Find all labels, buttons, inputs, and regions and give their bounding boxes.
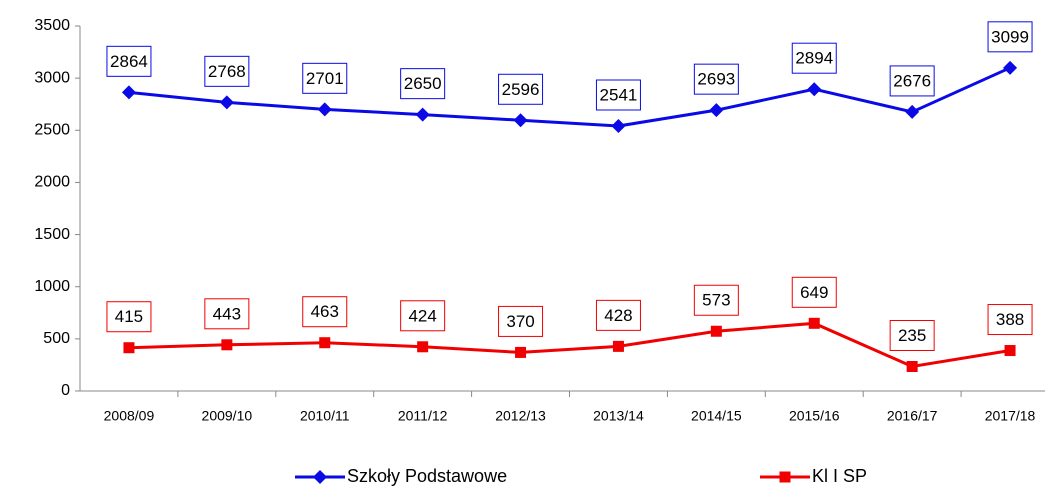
series-line bbox=[128, 321, 1011, 369]
data-label: 428 bbox=[604, 306, 632, 325]
y-tick-label: 500 bbox=[43, 330, 70, 347]
data-label-box bbox=[693, 63, 739, 95]
data-label: 443 bbox=[213, 304, 241, 323]
x-tick-label: 2009/10 bbox=[202, 408, 253, 424]
data-label: 2650 bbox=[404, 74, 442, 93]
data-label-box bbox=[595, 79, 641, 111]
point bbox=[415, 107, 430, 122]
point bbox=[417, 341, 429, 353]
x-tick-label: 2011/12 bbox=[398, 408, 448, 424]
point bbox=[1003, 60, 1018, 75]
point bbox=[611, 119, 626, 134]
point bbox=[317, 102, 332, 117]
data-label: 2693 bbox=[697, 70, 735, 89]
point bbox=[906, 360, 918, 372]
point bbox=[709, 103, 724, 118]
data-label: 415 bbox=[115, 307, 143, 326]
data-label-box bbox=[204, 55, 250, 87]
data-label: 463 bbox=[311, 302, 339, 321]
x-tick-label: 2013/14 bbox=[593, 408, 644, 424]
legend-marker bbox=[779, 471, 791, 483]
x-tick-label: 2015/16 bbox=[789, 408, 840, 424]
data-label-box bbox=[889, 319, 935, 351]
data-label-box bbox=[302, 296, 348, 328]
data-label-box bbox=[498, 73, 544, 105]
data-label: 370 bbox=[506, 312, 534, 331]
data-label: 573 bbox=[702, 291, 730, 310]
data-label-box bbox=[791, 42, 837, 74]
data-label-box bbox=[302, 62, 348, 94]
y-tick-label: 3000 bbox=[34, 69, 70, 86]
point bbox=[808, 317, 820, 329]
data-label-box bbox=[204, 298, 250, 330]
data-label-box bbox=[889, 65, 935, 97]
data-label-box bbox=[400, 68, 446, 100]
data-label: 2701 bbox=[306, 69, 344, 88]
point bbox=[219, 95, 234, 110]
x-tick-label: 2012/13 bbox=[495, 408, 546, 424]
point bbox=[1004, 345, 1016, 357]
data-label-box bbox=[595, 299, 641, 331]
x-tick-label: 2010/11 bbox=[300, 408, 350, 424]
x-tick-label: 2008/09 bbox=[104, 408, 155, 424]
point bbox=[710, 325, 722, 337]
y-tick-label: 0 bbox=[61, 382, 70, 399]
point bbox=[905, 104, 920, 119]
point bbox=[807, 82, 822, 97]
data-label: 2864 bbox=[110, 52, 148, 71]
data-label: 2541 bbox=[600, 85, 638, 104]
data-label: 2768 bbox=[208, 62, 246, 81]
point bbox=[221, 339, 233, 351]
legend-label: Szkoły Podstawowe bbox=[347, 466, 507, 486]
legend-label: Kl I SP bbox=[812, 466, 867, 486]
data-label: 649 bbox=[800, 283, 828, 302]
data-label-box bbox=[987, 21, 1033, 53]
data-label: 424 bbox=[408, 306, 436, 325]
data-label-box bbox=[791, 276, 837, 308]
data-label-box bbox=[498, 305, 544, 337]
legend-marker bbox=[313, 470, 327, 484]
point bbox=[123, 342, 135, 354]
x-tick-label: 2017/18 bbox=[985, 408, 1036, 424]
point bbox=[121, 85, 136, 100]
data-label-box bbox=[106, 301, 152, 333]
y-tick-label: 2500 bbox=[34, 122, 70, 139]
y-tick-label: 1500 bbox=[34, 226, 70, 243]
y-tick-label: 3500 bbox=[34, 17, 70, 34]
series-line bbox=[128, 66, 1011, 128]
data-label-box bbox=[693, 284, 739, 316]
point bbox=[513, 113, 528, 128]
data-label: 3099 bbox=[991, 27, 1029, 46]
data-label-box bbox=[987, 304, 1033, 336]
data-label: 2676 bbox=[893, 71, 931, 90]
data-label-box bbox=[400, 300, 446, 332]
data-label: 235 bbox=[898, 326, 926, 345]
y-tick-label: 1000 bbox=[34, 278, 70, 295]
data-label: 2894 bbox=[795, 49, 833, 68]
data-label-box bbox=[106, 45, 152, 77]
point bbox=[612, 340, 624, 352]
y-tick-label: 2000 bbox=[34, 174, 70, 191]
x-tick-label: 2016/17 bbox=[887, 408, 938, 424]
data-label: 2596 bbox=[502, 80, 540, 99]
point bbox=[319, 337, 331, 349]
x-tick-label: 2014/15 bbox=[691, 408, 742, 424]
point bbox=[515, 346, 527, 358]
data-label: 388 bbox=[996, 310, 1024, 329]
